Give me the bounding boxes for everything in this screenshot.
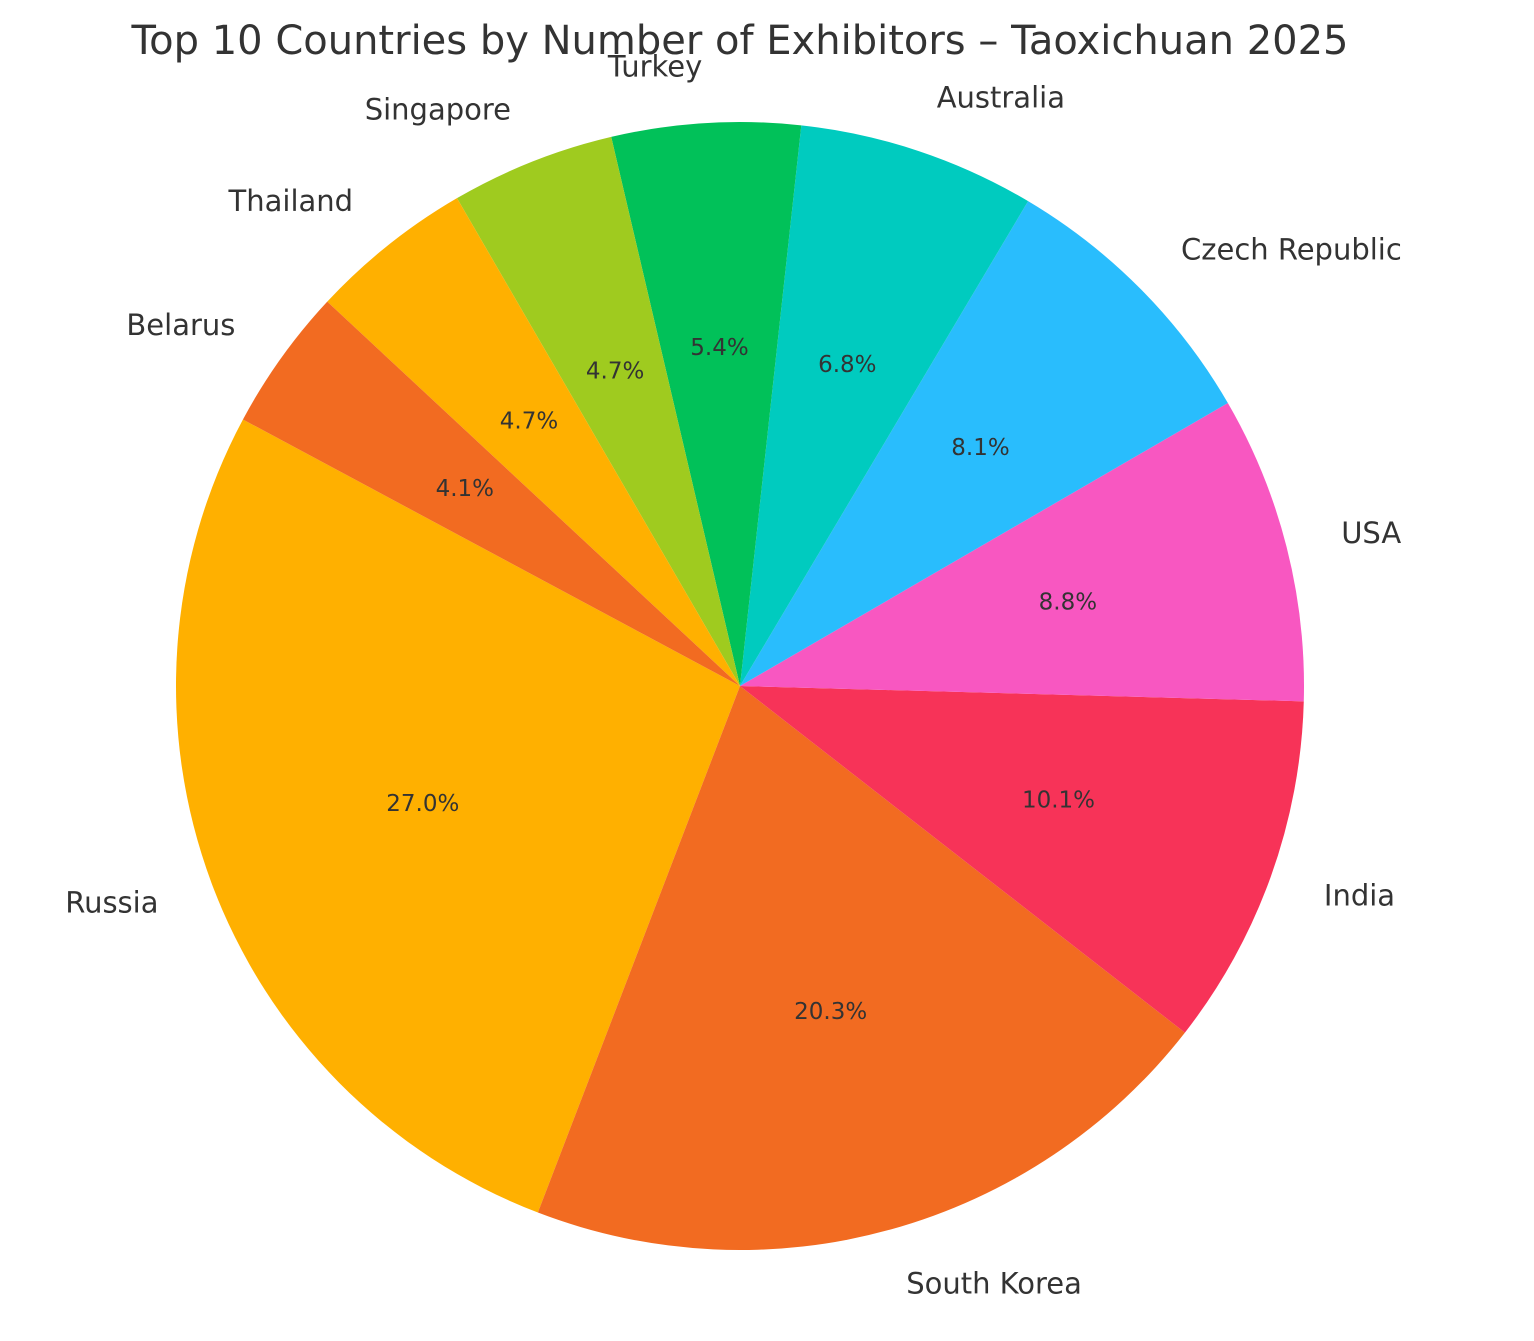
category-labels: Russia South Korea India USA Czech Republic A… [65, 50, 1402, 1301]
category-label-india: India [1324, 879, 1395, 913]
pct-label-russia: 27.0% [386, 791, 459, 817]
pie-slice-usa [740, 402, 1304, 702]
pct-label-belarus: 4.1% [436, 476, 494, 502]
pct-label-singapore: 4.7% [586, 359, 644, 385]
pie-slice-south-korea [537, 686, 1185, 1250]
pct-label-south-korea: 20.3% [794, 999, 867, 1025]
category-label-belarus: Belarus [126, 308, 235, 342]
pct-label-turkey: 5.4% [690, 335, 748, 361]
pct-label-usa: 8.8% [1039, 590, 1097, 616]
pie-slice-czech-republic [740, 201, 1228, 686]
pie-slice-belarus [242, 301, 740, 686]
category-label-usa: USA [1341, 516, 1401, 550]
chart-title: Top 10 Countries by Number of Exhibitors… [131, 18, 1349, 64]
pie-slice-russia [175, 419, 741, 1213]
pct-label-india: 10.1% [1022, 787, 1095, 813]
category-label-russia: Russia [65, 885, 158, 919]
pie-slice-thailand [327, 198, 740, 686]
category-label-turkey: Turkey [607, 50, 702, 84]
category-label-australia: Australia [937, 81, 1065, 115]
pie-slice-australia [740, 125, 1029, 687]
category-label-thailand: Thailand [228, 184, 354, 218]
pie-slice-india [740, 686, 1304, 1033]
pie-slice-singapore [456, 136, 740, 686]
category-label-singapore: Singapore [365, 92, 511, 126]
category-label-south-korea: South Korea [906, 1267, 1082, 1301]
percent-labels: 27.0% 20.3% 10.1% 8.8% 8.1% 6.8% 5.4% 4.7% 4.7% 4… [386, 335, 1097, 1025]
pct-label-czech-republic: 8.1% [951, 435, 1009, 461]
pie-slices [175, 121, 1304, 1250]
pct-label-thailand: 4.7% [500, 409, 558, 435]
pct-label-australia: 6.8% [818, 352, 876, 378]
pie-slice-turkey [611, 121, 802, 686]
category-label-czech-republic: Czech Republic [1181, 233, 1402, 267]
